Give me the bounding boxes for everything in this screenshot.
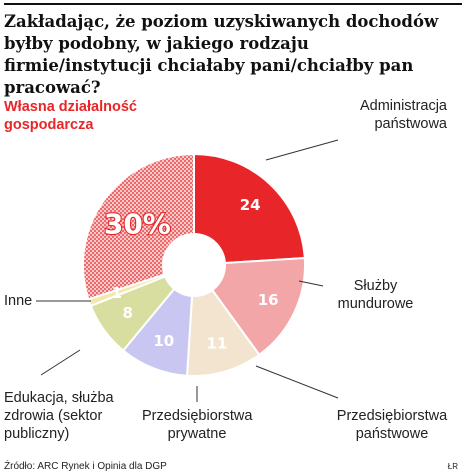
value-label-przeds-prywatne: 10 bbox=[153, 332, 174, 350]
top-rule bbox=[4, 3, 462, 5]
label-administracja: Administracja państwowa bbox=[359, 98, 447, 132]
label-inne: Inne bbox=[4, 293, 33, 309]
leader-edukacja bbox=[40, 349, 81, 376]
label-wlasna-dzialalnosc: Własna działalność gospodarcza bbox=[4, 99, 137, 133]
leader-przeds-panstwowe bbox=[255, 365, 339, 399]
author-initials: ŁR bbox=[447, 462, 458, 471]
value-label-sluzby-mundurowe: 16 bbox=[258, 291, 279, 309]
pie-center-hole bbox=[162, 233, 226, 297]
chart-title: Zakładając, że poziom uzyskiwanych docho… bbox=[4, 12, 439, 97]
label-przedsiebiorstwa-panstwowe: Przedsiębiorstwa państwowe bbox=[336, 408, 448, 442]
label-sluzby-mundurowe: Służby mundurowe bbox=[337, 278, 414, 312]
label-edukacja: Edukacja, służba zdrowia (sektor publicz… bbox=[4, 390, 114, 442]
value-label-przeds-panstwowe: 11 bbox=[206, 335, 227, 353]
pie-slice-sluzby-mundurowe bbox=[192, 256, 306, 357]
leader-administracja bbox=[265, 139, 339, 161]
leader-sluzby bbox=[298, 280, 324, 287]
value-label-edukacja: 8 bbox=[122, 304, 132, 322]
label-przedsiebiorstwa-prywatne: Przedsiębiorstwa prywatne bbox=[142, 408, 253, 442]
value-label-administracja: 24 bbox=[240, 196, 261, 214]
value-label-wlasna-dzialalnosc: 30% bbox=[104, 207, 171, 240]
value-label-inne: 1 bbox=[112, 284, 122, 302]
source-note: Źródło: ARC Rynek i Opinia dla DGP bbox=[4, 461, 167, 472]
pie-slice-administracja bbox=[193, 152, 306, 267]
